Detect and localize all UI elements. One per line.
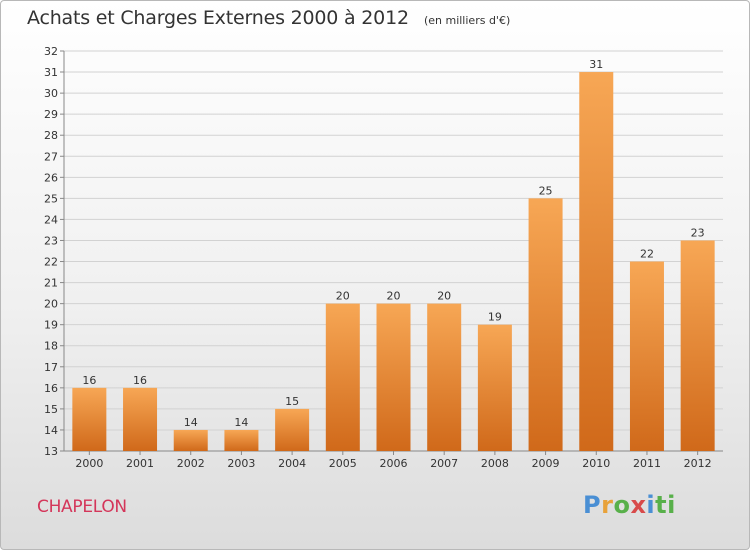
bar-value-label: 15 bbox=[285, 395, 299, 408]
bar-value-label: 16 bbox=[133, 374, 147, 387]
y-tick-label: 27 bbox=[44, 150, 58, 163]
bar bbox=[72, 387, 107, 451]
proxiti-logo: Proxiti bbox=[583, 491, 676, 519]
x-tick-label: 2004 bbox=[278, 457, 306, 470]
x-tick-label: 2003 bbox=[227, 457, 255, 470]
y-tick-label: 24 bbox=[44, 213, 58, 226]
y-tick-label: 31 bbox=[44, 66, 58, 79]
bar-value-label: 14 bbox=[234, 416, 248, 429]
y-tick-label: 14 bbox=[44, 424, 58, 437]
bar bbox=[629, 261, 664, 451]
x-tick-label: 2009 bbox=[532, 457, 560, 470]
y-tick-label: 22 bbox=[44, 256, 58, 269]
y-tick-label: 25 bbox=[44, 192, 58, 205]
bar-value-label: 19 bbox=[488, 311, 502, 324]
bar bbox=[477, 324, 512, 451]
bar bbox=[528, 198, 563, 451]
y-tick-label: 26 bbox=[44, 171, 58, 184]
bar bbox=[680, 240, 715, 451]
x-tick-label: 2000 bbox=[75, 457, 103, 470]
unit-note: (en milliers d'€) bbox=[423, 14, 511, 27]
bar bbox=[579, 72, 614, 451]
y-tick-label: 32 bbox=[44, 45, 58, 58]
bar-value-label: 16 bbox=[82, 374, 96, 387]
x-tick-label: 2011 bbox=[633, 457, 661, 470]
bar-value-label: 23 bbox=[691, 226, 705, 239]
y-tick-label: 28 bbox=[44, 129, 58, 142]
y-tick-label: 18 bbox=[44, 340, 58, 353]
x-tick-label: 2008 bbox=[481, 457, 509, 470]
y-tick-label: 17 bbox=[44, 361, 58, 374]
y-tick-label: 13 bbox=[44, 445, 58, 458]
bar bbox=[173, 429, 208, 451]
bar-value-label: 31 bbox=[589, 58, 603, 71]
bar-value-label: 22 bbox=[640, 248, 654, 261]
bar-value-label: 25 bbox=[539, 184, 553, 197]
y-tick-label: 21 bbox=[44, 277, 58, 290]
bar-value-label: 20 bbox=[387, 290, 401, 303]
y-tick-label: 16 bbox=[44, 382, 58, 395]
y-tick-label: 19 bbox=[44, 319, 58, 332]
bar bbox=[427, 303, 462, 451]
bar bbox=[224, 429, 259, 451]
x-tick-label: 2006 bbox=[380, 457, 408, 470]
bar bbox=[123, 387, 158, 451]
y-tick-label: 30 bbox=[44, 87, 58, 100]
y-tick-label: 29 bbox=[44, 108, 58, 121]
bar bbox=[275, 408, 310, 451]
town-name: CHAPELON bbox=[37, 497, 127, 517]
x-tick-label: 2002 bbox=[177, 457, 205, 470]
x-tick-label: 2012 bbox=[684, 457, 712, 470]
y-tick-label: 20 bbox=[44, 298, 58, 311]
bar-value-label: 20 bbox=[336, 290, 350, 303]
bar bbox=[325, 303, 360, 451]
chart-title: Achats et Charges Externes 2000 à 2012 bbox=[27, 7, 409, 29]
chart-title-group: Achats et Charges Externes 2000 à 2012 (… bbox=[27, 7, 510, 29]
y-tick-label: 23 bbox=[44, 234, 58, 247]
x-tick-label: 2007 bbox=[430, 457, 458, 470]
bar-value-label: 20 bbox=[437, 290, 451, 303]
bar bbox=[376, 303, 411, 451]
x-tick-label: 2005 bbox=[329, 457, 357, 470]
bar-value-label: 14 bbox=[184, 416, 198, 429]
x-tick-label: 2010 bbox=[582, 457, 610, 470]
x-tick-label: 2001 bbox=[126, 457, 154, 470]
y-tick-label: 15 bbox=[44, 403, 58, 416]
